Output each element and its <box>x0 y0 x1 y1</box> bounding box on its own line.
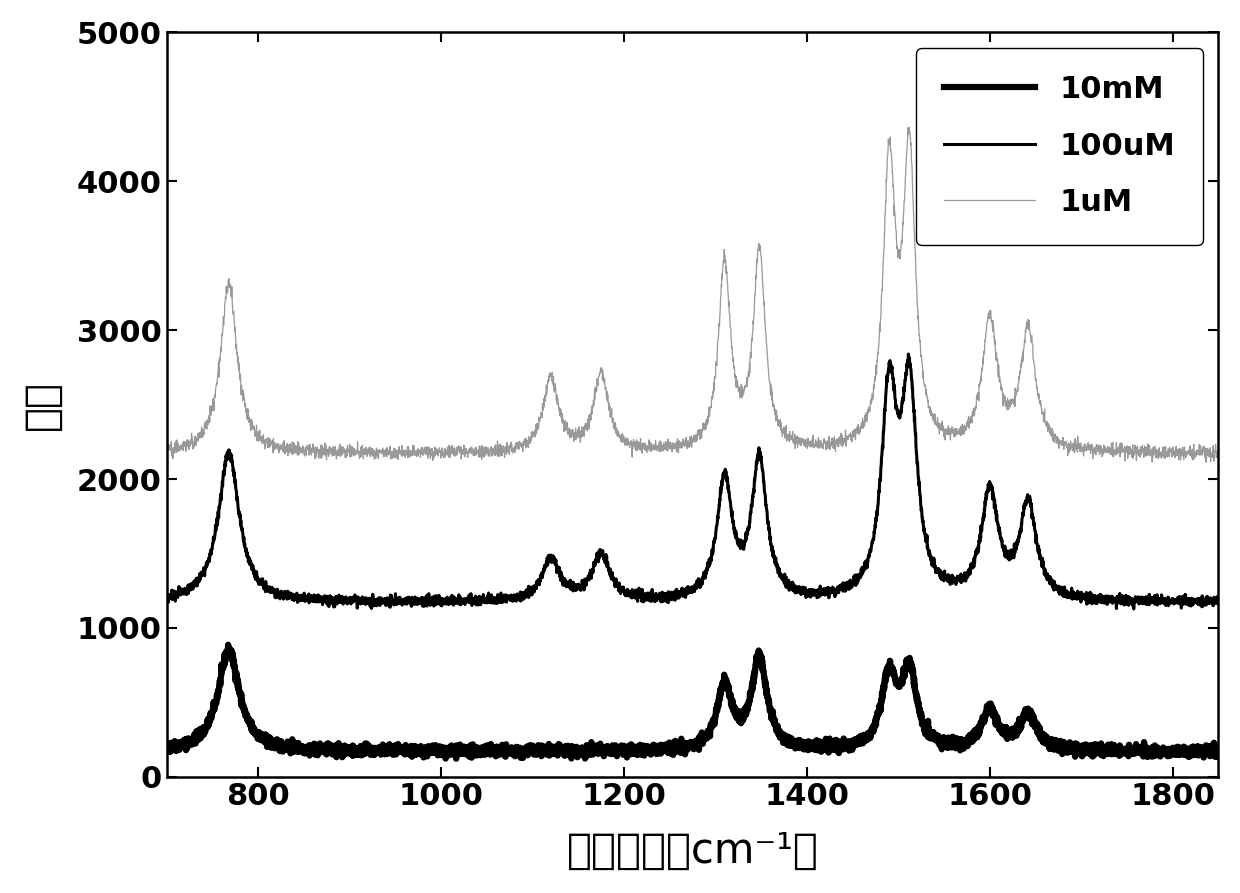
100uM <box>1126 604 1141 614</box>
Y-axis label: 强度: 强度 <box>21 380 63 430</box>
1uM <box>1199 457 1214 468</box>
10mM <box>1211 745 1226 755</box>
Line: 10mM: 10mM <box>166 645 1219 759</box>
1uM <box>658 438 673 449</box>
100uM <box>1211 591 1226 602</box>
1uM <box>609 430 624 440</box>
10mM <box>1179 750 1194 761</box>
10mM <box>601 747 616 758</box>
10mM <box>1127 746 1142 756</box>
100uM <box>609 577 624 588</box>
1uM <box>601 399 616 410</box>
10mM <box>610 747 625 757</box>
100uM <box>159 593 174 604</box>
Line: 1uM: 1uM <box>166 128 1219 463</box>
10mM <box>159 740 174 751</box>
Line: 100uM: 100uM <box>166 355 1219 609</box>
10mM <box>449 754 464 764</box>
100uM <box>1127 597 1142 608</box>
100uM <box>901 349 916 360</box>
X-axis label: 拉曼位移（cm⁻¹）: 拉曼位移（cm⁻¹） <box>567 830 818 872</box>
100uM <box>924 555 939 565</box>
100uM <box>601 564 616 575</box>
10mM <box>660 740 675 751</box>
1uM <box>1179 448 1194 459</box>
10mM <box>221 639 236 650</box>
100uM <box>1179 597 1194 608</box>
100uM <box>658 590 673 601</box>
1uM <box>1211 451 1226 462</box>
1uM <box>159 444 174 455</box>
10mM <box>924 733 939 744</box>
1uM <box>924 408 939 419</box>
1uM <box>901 122 916 133</box>
1uM <box>1127 450 1142 461</box>
Legend: 10mM, 100uM, 1uM: 10mM, 100uM, 1uM <box>916 47 1203 245</box>
